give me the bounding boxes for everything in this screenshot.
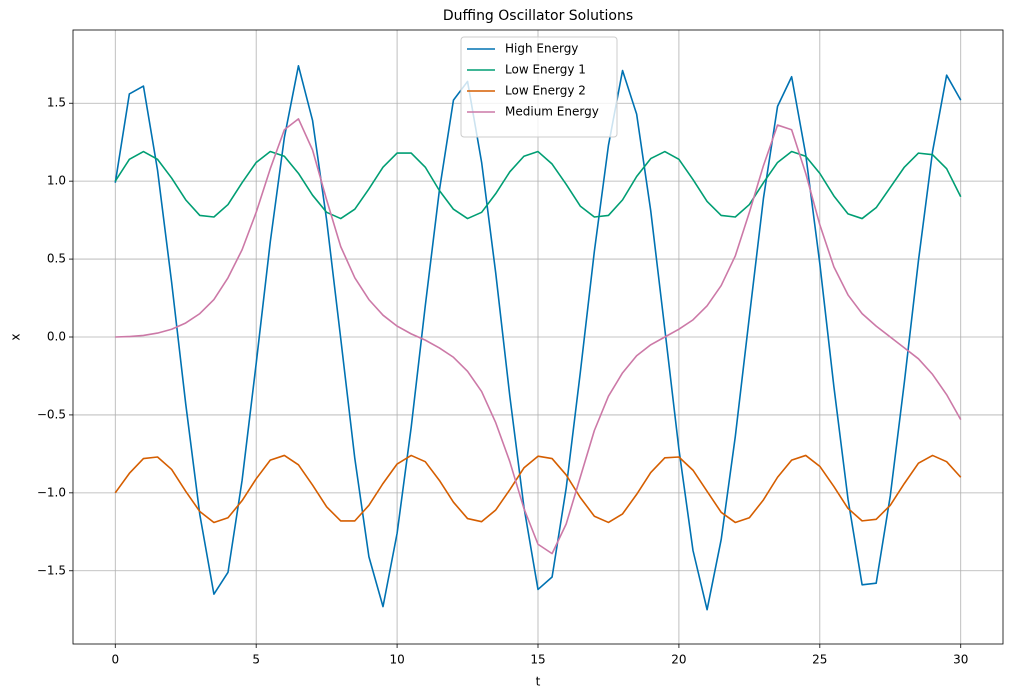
legend-label: Medium Energy (505, 105, 599, 119)
line-series (115, 118, 962, 555)
x-tick-label: 5 (252, 653, 260, 667)
line-series (114, 150, 962, 220)
y-tick-label: −0.5 (37, 407, 66, 421)
line-series (114, 454, 962, 524)
line-series (114, 65, 962, 611)
x-tick-label: 20 (671, 653, 686, 667)
y-tick-label: 1.5 (47, 96, 66, 110)
legend-label: Low Energy 2 (505, 84, 586, 98)
plot-frame (72, 29, 1004, 645)
y-tick-label: 0.5 (47, 252, 66, 266)
x-tick-label: 10 (389, 653, 404, 667)
y-tick-label: −1.0 (37, 485, 66, 499)
legend-label: Low Energy 1 (505, 63, 586, 77)
chart-title: Duffing Oscillator Solutions (443, 8, 633, 24)
y-axis-label: x (9, 333, 23, 340)
legend-box (460, 36, 618, 138)
x-tick-label: 0 (111, 653, 119, 667)
legend: High Energy Low Energy 1 Low Energy 2 Mediu… (460, 36, 618, 138)
x-tick-label: 15 (530, 653, 545, 667)
x-tick-label: 25 (812, 653, 827, 667)
x-tick-label: 30 (953, 653, 968, 667)
y-tick-label: 0.0 (47, 330, 66, 344)
y-tick-label: 1.0 (47, 174, 66, 188)
legend-label: High Energy (505, 42, 578, 56)
x-axis-label: t (536, 675, 541, 689)
y-tick-label: −1.5 (37, 563, 66, 577)
